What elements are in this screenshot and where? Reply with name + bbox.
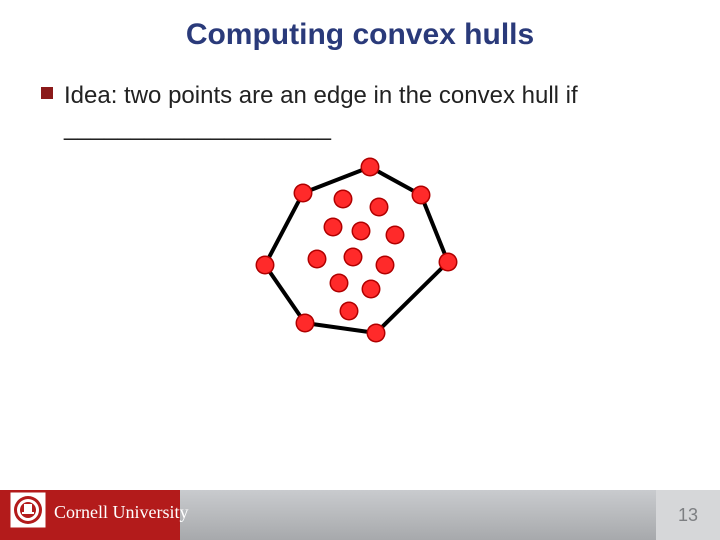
bullet-item: Idea: two points are an edge in the conv… <box>0 52 720 145</box>
hull-svg <box>235 155 485 350</box>
seal-icon <box>10 492 46 533</box>
bullet-marker-icon <box>40 86 54 105</box>
logo: Cornell University <box>10 492 188 533</box>
bullet-text: Idea: two points are an edge in the conv… <box>64 80 680 145</box>
wordmark: Cornell University <box>54 502 188 523</box>
page-number: 13 <box>678 505 698 526</box>
convex-hull-diagram <box>235 155 485 355</box>
footer: 13 Cornell University <box>0 490 720 540</box>
slide-title: Computing convex hulls <box>0 0 720 52</box>
page-number-box: 13 <box>656 490 720 540</box>
footer-gray-bar <box>180 490 720 540</box>
slide: Computing convex hulls Idea: two points … <box>0 0 720 540</box>
